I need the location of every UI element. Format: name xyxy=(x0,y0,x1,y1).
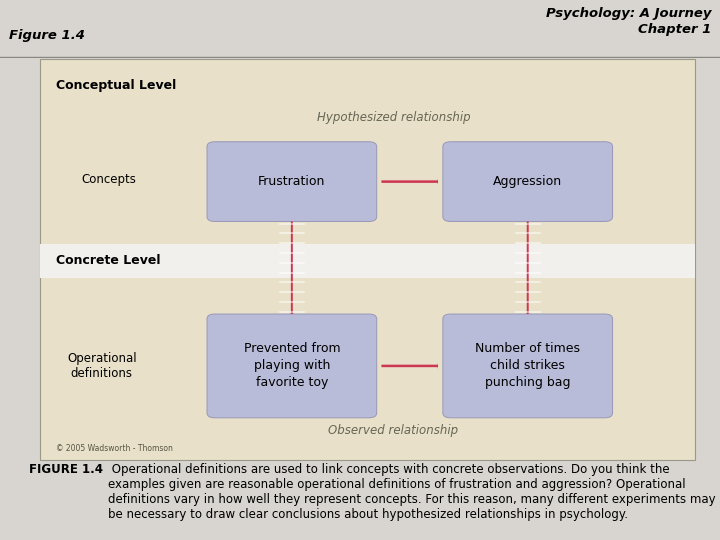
Text: Prevented from
playing with
favorite toy: Prevented from playing with favorite toy xyxy=(243,342,340,389)
Text: Concrete Level: Concrete Level xyxy=(56,254,161,267)
FancyBboxPatch shape xyxy=(443,141,613,221)
FancyBboxPatch shape xyxy=(207,141,377,221)
Text: Observed relationship: Observed relationship xyxy=(328,423,459,436)
Text: Conceptual Level: Conceptual Level xyxy=(56,79,176,92)
FancyBboxPatch shape xyxy=(443,314,613,418)
FancyBboxPatch shape xyxy=(40,244,695,278)
Text: Psychology: A Journey
Chapter 1: Psychology: A Journey Chapter 1 xyxy=(546,8,711,37)
Text: Operational definitions are used to link concepts with concrete observations. Do: Operational definitions are used to link… xyxy=(108,463,716,521)
Text: Operational
definitions: Operational definitions xyxy=(67,352,137,380)
Text: Aggression: Aggression xyxy=(493,175,562,188)
FancyBboxPatch shape xyxy=(40,59,695,460)
Text: Concepts: Concepts xyxy=(81,173,136,186)
Text: Number of times
child strikes
punching bag: Number of times child strikes punching b… xyxy=(475,342,580,389)
Text: Hypothesized relationship: Hypothesized relationship xyxy=(317,111,470,124)
Text: © 2005 Wadsworth - Thomson: © 2005 Wadsworth - Thomson xyxy=(56,444,173,453)
FancyBboxPatch shape xyxy=(207,314,377,418)
Text: Figure 1.4: Figure 1.4 xyxy=(9,29,85,42)
Text: Frustration: Frustration xyxy=(258,175,325,188)
Text: FIGURE 1.4: FIGURE 1.4 xyxy=(29,463,103,476)
